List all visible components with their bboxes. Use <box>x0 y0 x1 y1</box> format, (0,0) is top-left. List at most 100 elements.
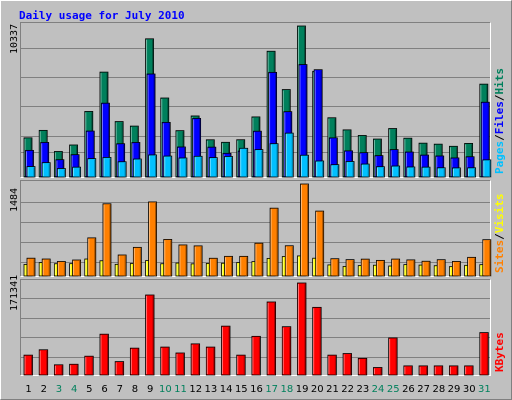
bar-pages-day-2 <box>41 162 51 178</box>
bar-kbytes-day-3 <box>53 364 64 376</box>
legend-entry: / <box>493 134 506 141</box>
bar-sites-day-21 <box>330 258 340 277</box>
bar-pages-day-26 <box>406 166 416 178</box>
bar-pages-day-13 <box>208 157 218 178</box>
x-tick-label: 8 <box>132 384 138 395</box>
bar-kbytes-day-26 <box>403 365 413 376</box>
bar-kbytes-day-21 <box>327 354 337 376</box>
x-tick-label: 6 <box>101 384 107 395</box>
legend-entry: Files <box>493 101 506 134</box>
bar-sites-day-17 <box>269 207 279 277</box>
bar-pages-day-8 <box>132 158 142 178</box>
x-tick-label: 21 <box>326 384 339 395</box>
y-max-label-hits-files-pages: 10337 <box>9 24 20 54</box>
x-tick-label: 28 <box>432 384 445 395</box>
bar-pages-day-29 <box>452 167 461 178</box>
legend-entry: Visits <box>493 194 506 234</box>
bar-pages-day-16 <box>254 149 264 178</box>
legend-hits-files-pages: Pages/Files/Hits <box>493 68 506 174</box>
panel-bevel-light-sites-visits <box>20 180 491 277</box>
x-tick-label: 12 <box>189 384 202 395</box>
bar-kbytes-day-29 <box>449 365 459 376</box>
bar-pages-day-14 <box>224 156 233 178</box>
x-tick-label: 10 <box>159 384 172 395</box>
bar-kbytes-day-22 <box>342 353 352 376</box>
bar-sites-day-12 <box>193 245 203 277</box>
bar-sites-day-29 <box>452 261 461 277</box>
legend-sites-visits: Sites/Visits <box>493 194 506 274</box>
bar-pages-day-7 <box>117 161 127 178</box>
bar-pages-day-6 <box>102 157 112 178</box>
legend-entry: KBytes <box>493 332 506 372</box>
bar-sites-day-9 <box>148 201 157 277</box>
chart-panels: 10337Pages/Files/Hits1484Sites/Visits171… <box>9 22 506 395</box>
bar-pages-day-19 <box>300 154 309 178</box>
x-tick-label: 26 <box>402 384 415 395</box>
x-tick-label: 27 <box>417 384 430 395</box>
bar-pages-day-9 <box>148 154 157 178</box>
x-tick-label: 24 <box>372 384 385 395</box>
bar-kbytes-day-16 <box>251 335 261 376</box>
legend-entry: Hits <box>493 68 506 95</box>
bar-sites-day-20 <box>315 210 325 277</box>
bar-sites-day-18 <box>284 245 294 277</box>
bar-kbytes-day-5 <box>84 355 94 376</box>
bar-kbytes-day-23 <box>357 357 368 376</box>
bar-pages-day-23 <box>360 163 370 178</box>
bar-sites-day-2 <box>41 258 51 277</box>
bar-kbytes-day-4 <box>69 363 79 376</box>
bar-sites-day-16 <box>254 242 264 277</box>
panel-bevel-dark-kbytes <box>20 279 491 376</box>
bar-pages-day-20 <box>315 160 325 178</box>
bar-kbytes-day-19 <box>297 282 307 376</box>
bar-sites-day-19 <box>300 183 309 277</box>
bar-pages-day-15 <box>239 147 249 178</box>
legend-entry: / <box>493 94 506 101</box>
bar-sites-day-6 <box>102 203 112 277</box>
bar-sites-day-26 <box>406 259 416 277</box>
bar-pages-day-12 <box>193 155 203 178</box>
bar-kbytes-day-14 <box>221 325 231 376</box>
bar-pages-day-21 <box>330 164 340 178</box>
bar-kbytes-day-28 <box>433 365 444 376</box>
bar-kbytes-day-7 <box>114 361 125 376</box>
bar-kbytes-day-8 <box>129 347 140 376</box>
bar-kbytes-day-24 <box>373 367 383 376</box>
x-tick-label: 13 <box>205 384 218 395</box>
bar-sites-day-7 <box>117 254 127 277</box>
bar-pages-day-25 <box>391 165 401 178</box>
bar-kbytes-day-10 <box>160 346 170 376</box>
panel-bevel-dark-hits-files-pages <box>20 22 491 178</box>
x-tick-label: 14 <box>220 384 233 395</box>
bar-pages-day-3 <box>56 168 66 178</box>
x-tick-label: 31 <box>478 384 491 395</box>
bar-sites-day-25 <box>391 258 401 277</box>
bar-sites-day-1 <box>26 257 36 277</box>
bar-sites-day-31 <box>482 239 492 277</box>
bar-sites-day-5 <box>87 237 97 277</box>
x-tick-label: 22 <box>341 384 354 395</box>
bar-pages-day-22 <box>345 161 355 178</box>
x-tick-label: 5 <box>86 384 92 395</box>
bar-kbytes-day-13 <box>205 346 216 376</box>
panel-bevel-dark-sites-visits <box>20 180 491 277</box>
panel-bevel-light-hits-files-pages <box>20 22 491 178</box>
bar-pages-day-18 <box>284 132 294 178</box>
x-tick-label: 18 <box>281 384 294 395</box>
x-tick-label: 11 <box>174 384 187 395</box>
bar-kbytes-day-18 <box>281 326 292 376</box>
x-tick-label: 4 <box>71 384 77 395</box>
bar-sites-day-11 <box>178 244 188 277</box>
bar-sites-day-10 <box>163 239 173 277</box>
bar-kbytes-day-30 <box>464 365 474 376</box>
bar-kbytes-day-12 <box>190 343 201 376</box>
x-tick-label: 15 <box>235 384 248 395</box>
legend-entry: Pages <box>493 141 506 174</box>
bar-sites-day-14 <box>224 255 233 277</box>
x-tick-label: 30 <box>463 384 476 395</box>
bar-kbytes-day-27 <box>418 365 428 376</box>
bar-pages-day-1 <box>26 166 36 178</box>
bar-pages-day-4 <box>72 166 81 178</box>
